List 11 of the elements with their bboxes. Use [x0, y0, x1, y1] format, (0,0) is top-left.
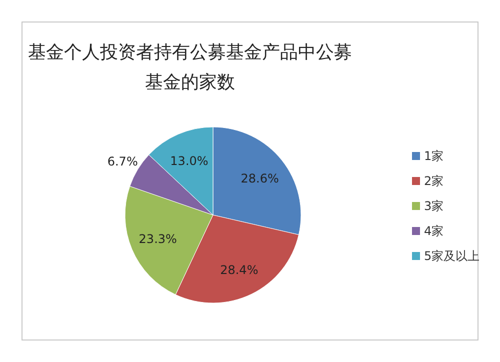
data-label: 6.7%: [107, 154, 138, 168]
legend-label: 1家: [424, 149, 444, 163]
data-label: 23.3%: [138, 232, 177, 246]
data-label: 28.6%: [240, 172, 279, 186]
legend-label: 5家及以上: [424, 249, 480, 263]
legend-label: 3家: [424, 199, 444, 213]
data-label: 13.0%: [170, 154, 208, 168]
legend-label: 2家: [424, 174, 444, 188]
chart-title: 基金个人投资者持有公募基金产品中公募基金的家数: [28, 42, 352, 93]
data-label: 28.4%: [220, 262, 258, 277]
legend-label: 4家: [424, 224, 444, 238]
